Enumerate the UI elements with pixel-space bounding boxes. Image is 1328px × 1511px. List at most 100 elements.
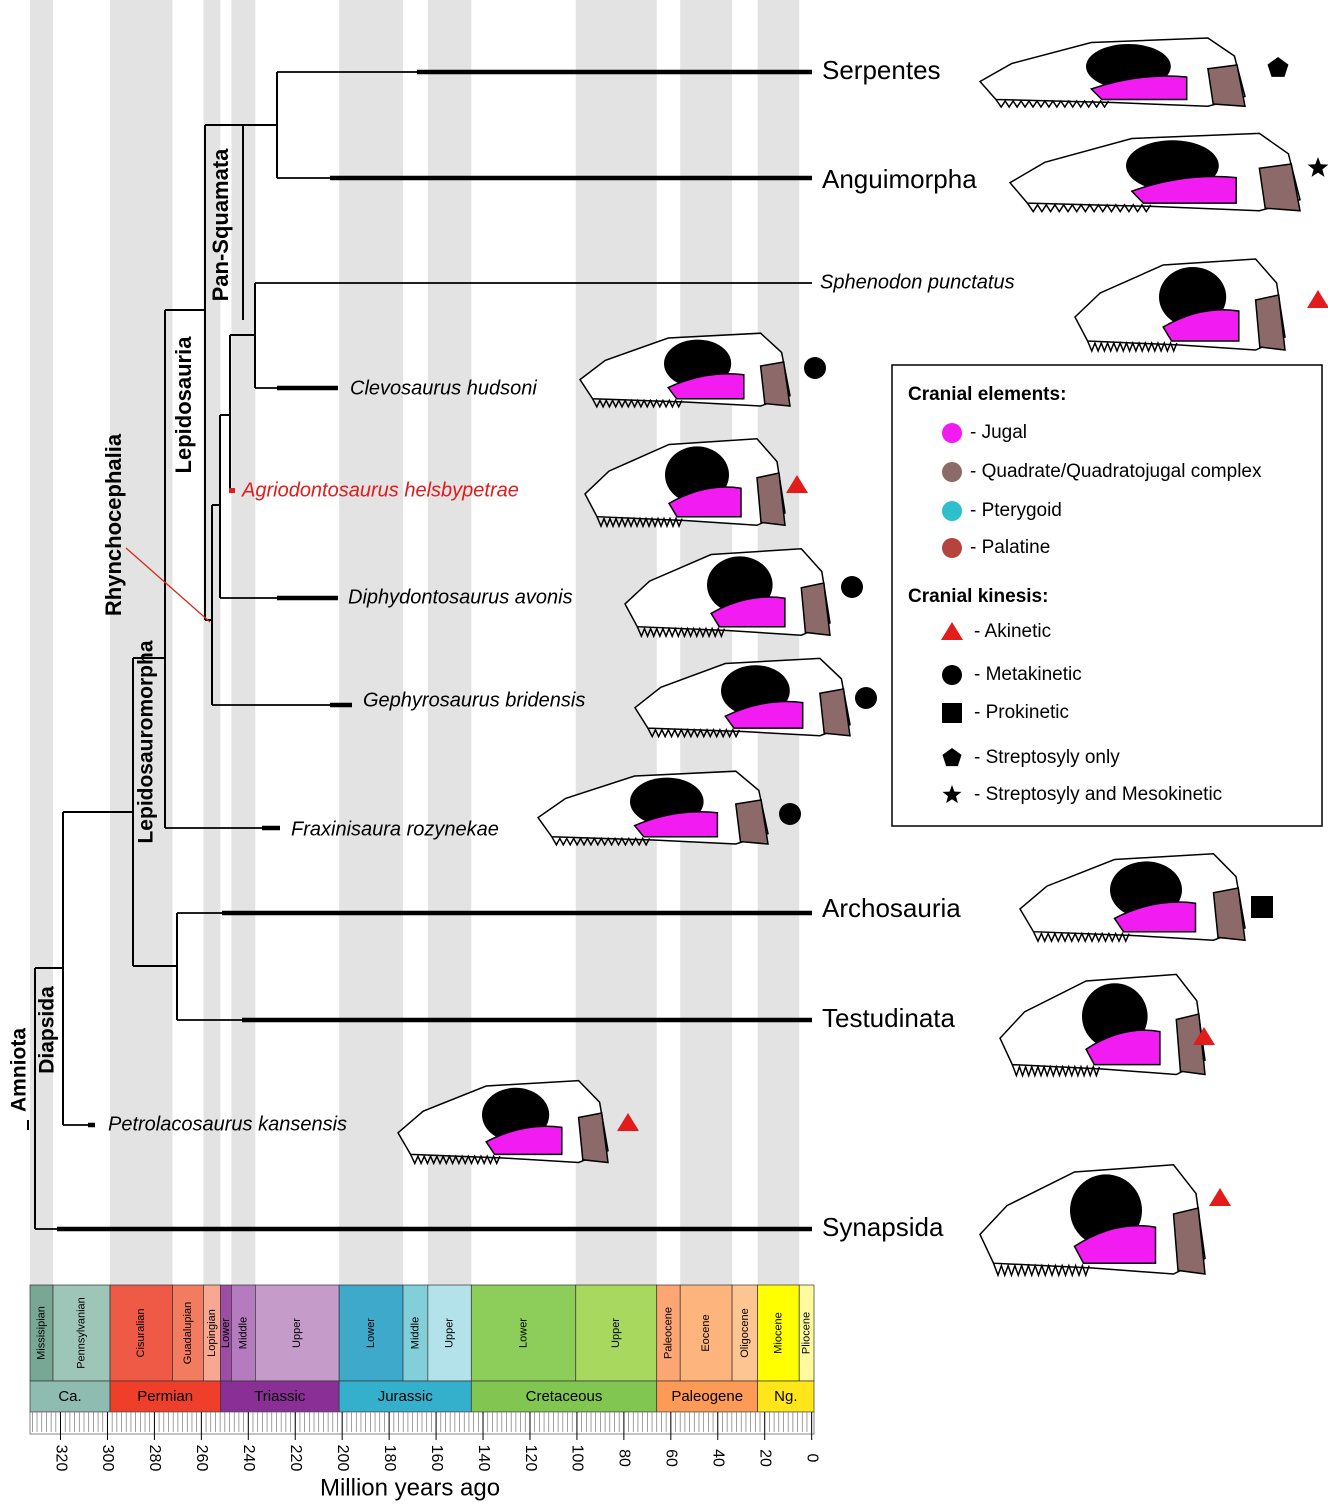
epoch-label: Lower: [365, 1318, 377, 1348]
skull-icon: [625, 549, 830, 636]
tick-label: 100: [569, 1445, 586, 1472]
legend-box: [891, 364, 1323, 827]
period-label: Cretaceous: [526, 1388, 603, 1405]
jugal: [635, 812, 718, 837]
epoch-label: Lopingian: [206, 1309, 218, 1357]
tick-label: 160: [428, 1445, 445, 1472]
epoch-box: [757, 1284, 800, 1382]
skull-icon: [1000, 974, 1205, 1075]
skull-teeth: [593, 399, 682, 407]
quadrate: [1214, 888, 1246, 940]
tick-label: 120: [522, 1445, 539, 1472]
taxon-label: Fraxinisaura rozynekae: [291, 818, 499, 840]
legend-label: - Metakinetic: [974, 664, 1082, 685]
kinesis-symbol: [1209, 1188, 1231, 1206]
quadrate: [820, 689, 850, 736]
legend-label: - Streptosyly and Mesokinetic: [974, 784, 1222, 805]
kinesis-symbol: [1307, 290, 1328, 308]
tick-label: 60: [663, 1449, 680, 1467]
period-label: Ng.: [774, 1388, 797, 1405]
epoch-label: Oligocene: [739, 1308, 751, 1358]
skull-teeth: [1088, 341, 1177, 351]
jugal: [1086, 1030, 1160, 1064]
taxon-label: Agriodontosaurus helsbypetrae: [241, 479, 519, 501]
jugal: [668, 374, 744, 399]
tick-label: 240: [240, 1445, 257, 1472]
legend-heading: Cranial kinesis:: [908, 586, 1048, 607]
taxon-label: Clevosaurus hudsoni: [350, 377, 537, 399]
taxon-label: Diphydontosaurus avonis: [348, 586, 573, 608]
epoch-stripe: [680, 0, 733, 1285]
pointer-line: [125, 547, 211, 623]
kinesis-symbol: [941, 622, 963, 640]
quadrate: [757, 473, 785, 525]
kinesis-symbol: [786, 475, 808, 493]
skull-icon: [580, 333, 790, 407]
epoch-label: Lower: [220, 1318, 232, 1348]
period-box: [29, 1380, 111, 1413]
skull-icon: [980, 38, 1245, 107]
kinesis-symbol: [942, 785, 962, 804]
epoch-label: Middle: [409, 1317, 421, 1349]
epoch-stripe: [231, 0, 256, 1285]
quadrate: [1174, 1208, 1206, 1274]
skull-teeth: [994, 1263, 1090, 1275]
period-label: Jurassic: [378, 1388, 434, 1405]
period-box: [220, 1380, 340, 1413]
period-label: Triassic: [254, 1388, 306, 1405]
legend-label: - Pterygoid: [970, 500, 1062, 521]
skull-icon: [538, 771, 768, 845]
kinesis-symbol: [942, 703, 962, 723]
skull-teeth: [1027, 203, 1150, 212]
period-box: [109, 1380, 221, 1413]
epoch-box: [52, 1284, 111, 1382]
epoch-stripe: [110, 0, 173, 1285]
epoch-label: Upper: [291, 1318, 303, 1348]
skull-icon: [980, 1165, 1205, 1275]
tick-label: 20: [756, 1449, 773, 1467]
tick-label: 200: [334, 1445, 351, 1472]
tick-label: 0: [803, 1454, 820, 1463]
quadrate: [736, 800, 768, 844]
tick-label: 260: [193, 1445, 210, 1472]
tick-label: 320: [52, 1445, 69, 1472]
quadrate: [579, 1113, 608, 1163]
skull-teeth: [597, 517, 682, 527]
tick-label: 80: [616, 1449, 633, 1467]
legend-label: - Akinetic: [974, 621, 1051, 642]
kinesis-symbol: [617, 1113, 639, 1131]
jugal: [669, 487, 741, 517]
taxon-label: Gephyrosaurus bridensis: [363, 689, 585, 711]
taxon-label: Archosauria: [822, 893, 961, 923]
jugal: [1115, 902, 1196, 932]
clade-label: Amniota: [8, 1028, 31, 1112]
kinesis-symbol: [855, 687, 877, 709]
skull-teeth: [1012, 1065, 1099, 1076]
quadrate: [801, 583, 830, 635]
kinesis-symbol: [841, 576, 863, 598]
skull-icon: [585, 439, 785, 526]
epoch-label: Paleocene: [662, 1307, 674, 1359]
epoch-stripe: [339, 0, 403, 1285]
period-label: Paleogene: [671, 1388, 743, 1405]
quadrate: [1176, 1014, 1205, 1075]
skull-icon: [635, 658, 850, 736]
epoch-label: Middle: [237, 1317, 249, 1349]
skull-teeth: [637, 627, 724, 637]
focal-tip: [229, 488, 235, 493]
skull-icon: [1020, 854, 1245, 941]
kinesis-symbol: [1193, 1027, 1215, 1045]
tick-label: 40: [710, 1449, 727, 1467]
epoch-box: [470, 1284, 577, 1382]
taxon-label: Serpentes: [822, 55, 941, 85]
clade-label: Lepidosauria: [171, 336, 196, 474]
kinesis-symbol: [779, 803, 801, 825]
period-box: [656, 1380, 759, 1413]
epoch-label: Missisipian: [35, 1306, 47, 1360]
epoch-label: Upper: [443, 1318, 455, 1348]
jugal: [725, 702, 802, 729]
taxon-label: Sphenodon punctatus: [820, 271, 1015, 293]
period-box: [338, 1380, 472, 1413]
taxon-label: Petrolacosaurus kansensis: [108, 1113, 347, 1135]
